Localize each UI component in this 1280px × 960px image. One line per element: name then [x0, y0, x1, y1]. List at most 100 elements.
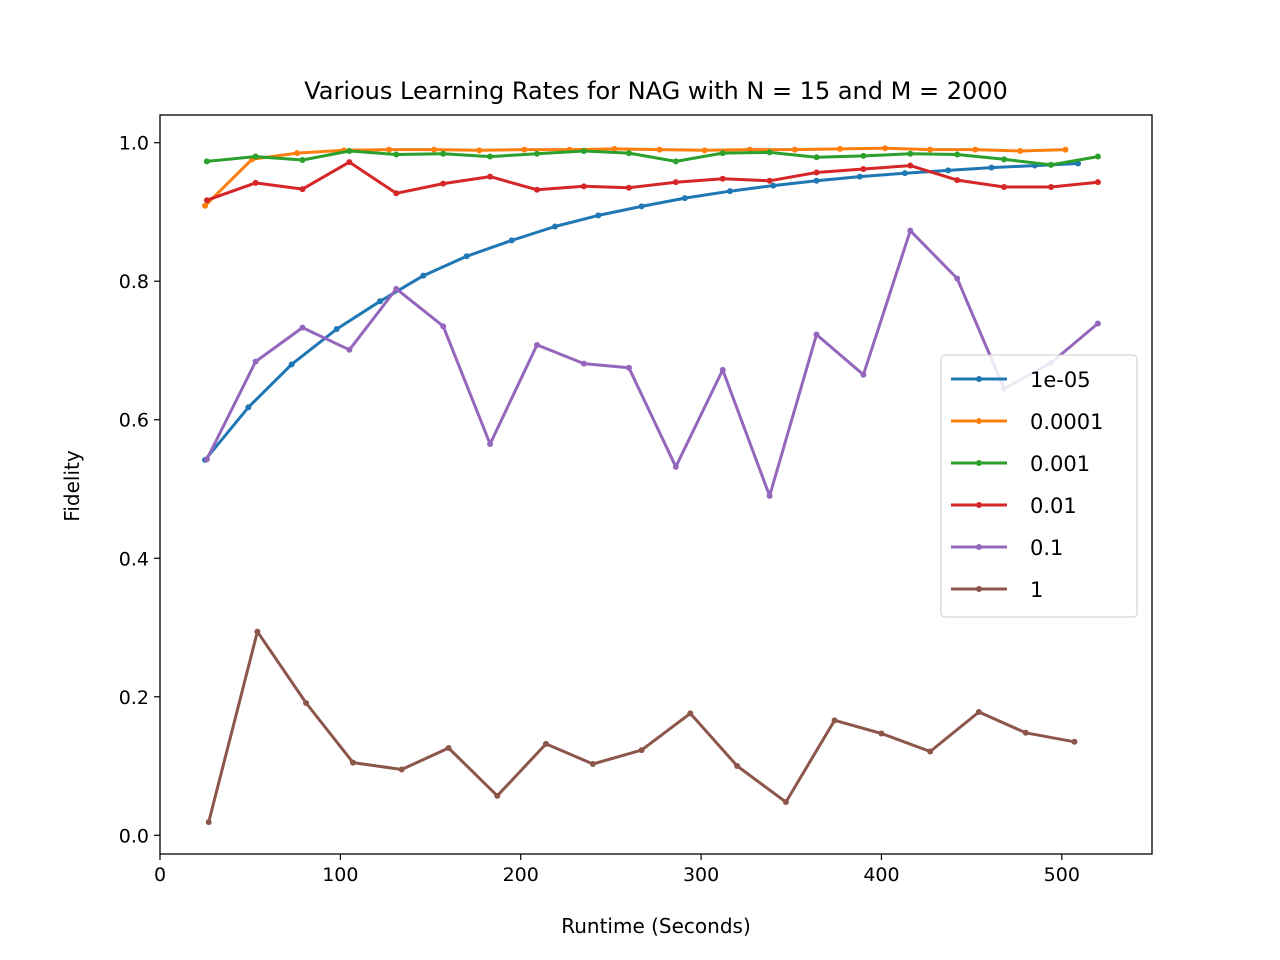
data-point	[393, 285, 400, 292]
data-point	[719, 366, 726, 373]
data-point	[1001, 184, 1008, 191]
plot-area	[202, 145, 1101, 826]
data-point	[770, 182, 777, 189]
data-point	[1017, 148, 1024, 155]
data-point	[726, 188, 733, 195]
data-point	[687, 710, 694, 717]
data-point	[203, 197, 210, 204]
data-point	[860, 166, 867, 173]
legend-label: 0.1	[1030, 536, 1063, 560]
chart-title: Various Learning Rates for NAG with N = …	[304, 77, 1008, 105]
data-point	[440, 150, 447, 157]
data-point	[734, 763, 741, 770]
data-point	[346, 148, 353, 155]
data-point	[1062, 146, 1069, 153]
legend-label: 0.0001	[1030, 410, 1103, 434]
data-point	[831, 717, 838, 724]
legend-label: 0.01	[1030, 494, 1077, 518]
legend-label: 1e-05	[1030, 368, 1091, 392]
data-point	[860, 371, 867, 378]
data-point	[420, 272, 427, 279]
data-point	[299, 186, 306, 193]
data-point	[393, 190, 400, 197]
y-tick-label: 0.0	[119, 825, 149, 847]
data-point	[508, 237, 515, 244]
data-point	[954, 177, 961, 184]
data-point	[476, 147, 483, 154]
data-point	[1071, 738, 1078, 745]
data-point	[901, 170, 908, 177]
data-point	[611, 145, 618, 152]
legend-marker	[976, 418, 982, 424]
x-tick-label: 200	[503, 864, 539, 886]
data-point	[1094, 153, 1101, 160]
x-tick-label: 100	[322, 864, 358, 886]
y-axis-ticks: 0.0 0.2 0.4 0.6 0.8 1.0	[119, 133, 160, 847]
x-tick-label: 300	[683, 864, 719, 886]
data-point	[638, 747, 645, 754]
series-3	[203, 159, 1101, 204]
plot-frame	[159, 114, 1153, 855]
data-point	[813, 177, 820, 184]
data-point	[245, 404, 252, 411]
data-point	[836, 145, 843, 152]
x-axis-label: Runtime (Seconds)	[561, 914, 751, 938]
data-point	[580, 360, 587, 367]
data-point	[580, 148, 587, 155]
data-point	[656, 146, 663, 153]
data-point	[625, 184, 632, 191]
legend-marker	[976, 460, 982, 466]
series-5	[205, 628, 1078, 826]
data-point	[1094, 320, 1101, 327]
data-point	[746, 146, 753, 153]
data-point	[346, 159, 353, 166]
data-point	[431, 146, 438, 153]
data-point	[202, 202, 209, 209]
data-point	[252, 153, 259, 160]
data-point	[333, 326, 340, 333]
legend-item: 0.01	[951, 494, 1077, 518]
data-point	[719, 150, 726, 157]
y-tick-label: 0.8	[119, 271, 149, 293]
data-point	[440, 323, 447, 330]
legend-marker	[976, 502, 982, 508]
data-point	[907, 227, 914, 234]
data-point	[625, 150, 632, 157]
series-line	[205, 229, 1100, 498]
data-point	[882, 145, 889, 152]
data-point	[440, 180, 447, 187]
legend-marker	[976, 586, 982, 592]
data-point	[393, 151, 400, 158]
legend-label: 0.001	[1030, 452, 1090, 476]
data-point	[813, 331, 820, 338]
data-point	[813, 154, 820, 161]
data-point	[349, 759, 356, 766]
data-point	[288, 361, 295, 368]
data-point	[205, 819, 212, 826]
data-point	[521, 146, 528, 153]
series-4	[203, 227, 1101, 499]
y-tick-label: 0.4	[119, 548, 149, 570]
data-point	[1075, 160, 1082, 167]
data-point	[1022, 729, 1029, 736]
data-point	[927, 146, 934, 153]
data-point	[791, 146, 798, 153]
data-point	[487, 173, 494, 180]
data-point	[346, 346, 353, 353]
data-point	[860, 152, 867, 159]
x-axis-ticks: 0 100 200 300 400 500	[154, 854, 1080, 886]
legend-label: 1	[1030, 578, 1043, 602]
data-point	[252, 358, 259, 365]
data-point	[299, 157, 306, 164]
data-point	[945, 167, 952, 174]
data-point	[766, 149, 773, 156]
data-point	[638, 203, 645, 210]
data-point	[927, 748, 934, 755]
data-point	[299, 324, 306, 331]
data-point	[595, 212, 602, 219]
legend-item: 0.0001	[951, 410, 1103, 434]
y-tick-label: 0.2	[119, 687, 149, 709]
series-line	[205, 160, 1100, 202]
data-point	[1094, 179, 1101, 186]
series-line	[205, 149, 1100, 167]
